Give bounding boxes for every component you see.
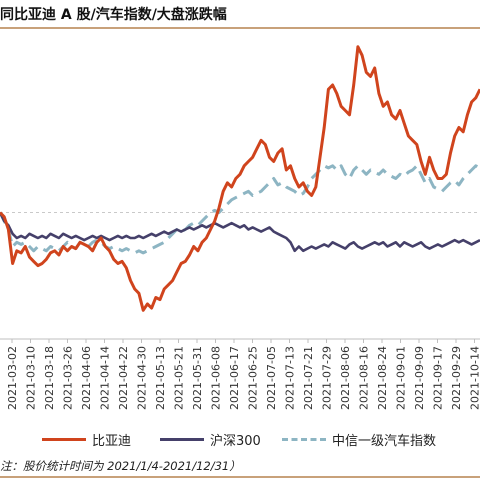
- x-tick-label: 2021-03-18: [43, 346, 56, 410]
- x-tick-label: 2021-03-10: [25, 346, 38, 410]
- x-tick-label: 2021-08-16: [358, 346, 371, 410]
- x-tick-label: 2021-06-08: [210, 346, 223, 410]
- x-tick-label: 2021-08-24: [376, 346, 389, 410]
- x-tick-label: 2021-09-17: [432, 346, 445, 410]
- x-tick-label: 2021-04-06: [80, 346, 93, 410]
- legend: 比亚迪 沪深300 中信一级汽车指数: [0, 430, 480, 452]
- legend-item-auto-index: 中信一级汽车指数: [282, 430, 436, 449]
- source-note: 注：股价统计时间为 2021/1/4-2021/12/31）: [0, 459, 241, 473]
- legend-swatch-auto-index: [282, 438, 326, 441]
- x-tick-label: 2021-03-02: [6, 346, 19, 410]
- x-tick-label: 2021-04-14: [99, 346, 112, 410]
- x-tick-label: 2021-07-05: [265, 346, 278, 410]
- x-tick-label: 2021-05-21: [173, 346, 186, 410]
- x-tick-label: 2021-08-06: [339, 346, 352, 410]
- x-tick-label: 2021-03-26: [62, 346, 75, 410]
- chart-title: 同比亚迪 A 股/汽车指数/大盘涨跌幅: [0, 7, 227, 23]
- series-line-hs300: [0, 211, 480, 253]
- legend-swatch-byd: [42, 438, 86, 441]
- x-tick-label: 2021-10-14: [469, 346, 480, 410]
- x-tick-label: 2021-09-01: [395, 346, 408, 410]
- x-tick-label: 2021-07-29: [321, 346, 334, 410]
- x-tick-label: 2021-06-17: [228, 346, 241, 410]
- legend-label-byd: 比亚迪: [92, 434, 132, 449]
- legend-label-hs300: 沪深300: [210, 434, 261, 449]
- bottom-divider: [0, 476, 480, 478]
- line-chart: 2021-03-02 2021-03-10 2021-03-18 2021-03-26…: [0, 45, 480, 410]
- x-tick-label: 2021-09-09: [413, 346, 426, 410]
- x-tick-label: 2021-04-30: [136, 346, 149, 410]
- x-tick-label: 2021-09-29: [450, 346, 463, 410]
- series-line-auto-index: [0, 164, 480, 255]
- x-tick-label: 2021-04-22: [117, 346, 130, 410]
- x-tick-label: 2021-07-13: [284, 346, 297, 410]
- legend-item-byd: 比亚迪: [42, 430, 131, 449]
- title-divider: [0, 27, 480, 29]
- legend-label-auto-index: 中信一级汽车指数: [332, 434, 437, 449]
- legend-swatch-hs300: [160, 438, 204, 441]
- x-tick-label: 2021-05-31: [191, 346, 204, 410]
- x-tick-label: 2021-05-13: [154, 346, 167, 410]
- series-line-byd: [0, 45, 480, 312]
- legend-item-hs300: 沪深300: [160, 430, 261, 449]
- x-tick-label: 2021-06-25: [247, 346, 260, 410]
- x-tick-label: 2021-07-21: [302, 346, 315, 410]
